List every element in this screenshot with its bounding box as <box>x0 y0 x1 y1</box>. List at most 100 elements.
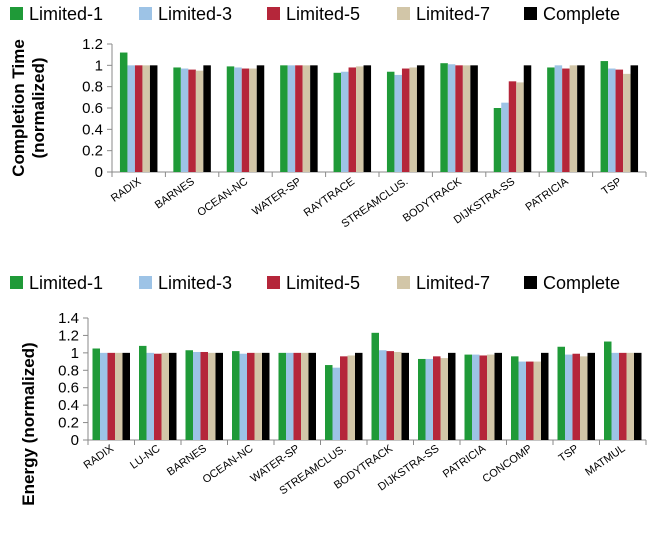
bar <box>295 65 303 172</box>
bar <box>619 352 627 440</box>
bar <box>569 65 578 172</box>
y-tick-label: 1.4 <box>58 310 79 327</box>
bar <box>479 355 487 440</box>
bar <box>185 350 193 440</box>
bar <box>611 352 619 440</box>
legend-label: Limited-5 <box>286 273 360 293</box>
bar <box>416 65 425 172</box>
bar <box>286 352 294 440</box>
legend: Limited-1 Limited-3 Limited-5 Limited-7 Comp… <box>10 4 620 24</box>
bar <box>557 346 565 440</box>
legend-swatch <box>524 276 537 289</box>
bar <box>234 67 242 172</box>
bar <box>256 65 265 172</box>
legend-item: Limited-3 <box>139 273 232 293</box>
bar <box>188 69 196 172</box>
x-tick-label: BARNES <box>165 443 209 479</box>
bar <box>134 65 143 172</box>
bar <box>379 350 387 440</box>
bar <box>394 351 402 440</box>
legend-swatch <box>397 7 410 20</box>
legend-swatch <box>397 276 410 289</box>
bar <box>433 356 441 440</box>
bar <box>493 108 502 172</box>
bar <box>200 351 208 440</box>
bar <box>615 69 624 172</box>
bar <box>325 365 333 440</box>
bar <box>511 356 519 440</box>
bar <box>154 353 162 440</box>
x-axis: RADIX LU-NC BARNESOCEAN-NCWATER-SPSTREAMCL… <box>82 439 647 497</box>
completion-time-chart: Limited-1 Limited-3 Limited-5 Limited-7 Comp… <box>9 4 647 230</box>
bar <box>310 65 318 172</box>
bar <box>494 352 502 440</box>
legend-item: Limited-3 <box>139 4 232 24</box>
bar <box>340 356 348 440</box>
legend-item: Complete <box>524 273 620 293</box>
bar <box>247 352 255 440</box>
legend-swatch <box>139 7 152 20</box>
bar <box>472 354 480 440</box>
bar <box>347 355 355 440</box>
x-tick-label: RADIX <box>82 442 117 471</box>
y-tick-label: 0.6 <box>58 380 79 397</box>
bar <box>127 65 135 172</box>
y-tick-label: 0.2 <box>82 143 103 160</box>
y-axis-label: Completion Time <box>9 39 28 177</box>
bar <box>440 358 448 440</box>
bar <box>533 361 541 440</box>
legend-swatch <box>267 276 280 289</box>
legend-label: Limited-7 <box>416 4 490 24</box>
bar <box>554 65 563 172</box>
bars <box>92 332 642 440</box>
bar <box>626 352 634 440</box>
bar <box>122 352 130 440</box>
bar <box>562 68 570 172</box>
bar <box>173 67 181 172</box>
bar <box>341 71 349 172</box>
bar <box>203 65 211 172</box>
legend: Limited-1 Limited-3 Limited-5 Limited-7 Comp… <box>10 273 620 293</box>
bar <box>169 352 177 440</box>
bar <box>180 68 189 172</box>
y-tick-label: 0.4 <box>82 121 103 138</box>
bar <box>470 65 478 172</box>
bar <box>541 352 549 440</box>
legend-swatch <box>10 276 23 289</box>
bar <box>107 352 115 440</box>
bar <box>195 70 204 172</box>
bar <box>386 71 395 172</box>
bar <box>455 65 463 172</box>
legend-swatch <box>267 7 280 20</box>
bar <box>280 65 288 172</box>
bar <box>565 354 573 440</box>
x-tick-label: MATMUL <box>583 443 627 479</box>
bar <box>526 361 534 440</box>
x-tick-label: WATER-SP <box>250 176 303 218</box>
bar <box>634 352 642 440</box>
bar <box>161 352 169 440</box>
bar <box>215 352 223 440</box>
bar <box>262 352 270 440</box>
bar <box>278 352 286 440</box>
bar <box>518 361 526 440</box>
bar <box>487 354 495 440</box>
legend-label: Limited-1 <box>29 4 103 24</box>
legend-item: Limited-7 <box>397 4 490 24</box>
y-tick-label: 0.8 <box>58 362 79 379</box>
bar <box>142 65 150 172</box>
bar <box>425 358 433 440</box>
bar <box>308 352 316 440</box>
bar <box>254 352 262 440</box>
bar <box>394 74 402 172</box>
x-tick-label: BARNES <box>153 176 197 212</box>
bars <box>119 52 639 173</box>
bar <box>355 352 363 440</box>
bar <box>119 52 128 172</box>
y-axis: 0 0.2 0.4 0.6 0.8 1 1.2 <box>82 36 113 181</box>
legend-item: Limited-5 <box>267 273 360 293</box>
x-tick-label: CONCOMP <box>481 443 535 486</box>
x-tick-label: OCEAN-NC <box>195 176 250 220</box>
y-tick-label: 0.2 <box>58 415 79 432</box>
legend-label: Limited-1 <box>29 273 103 293</box>
